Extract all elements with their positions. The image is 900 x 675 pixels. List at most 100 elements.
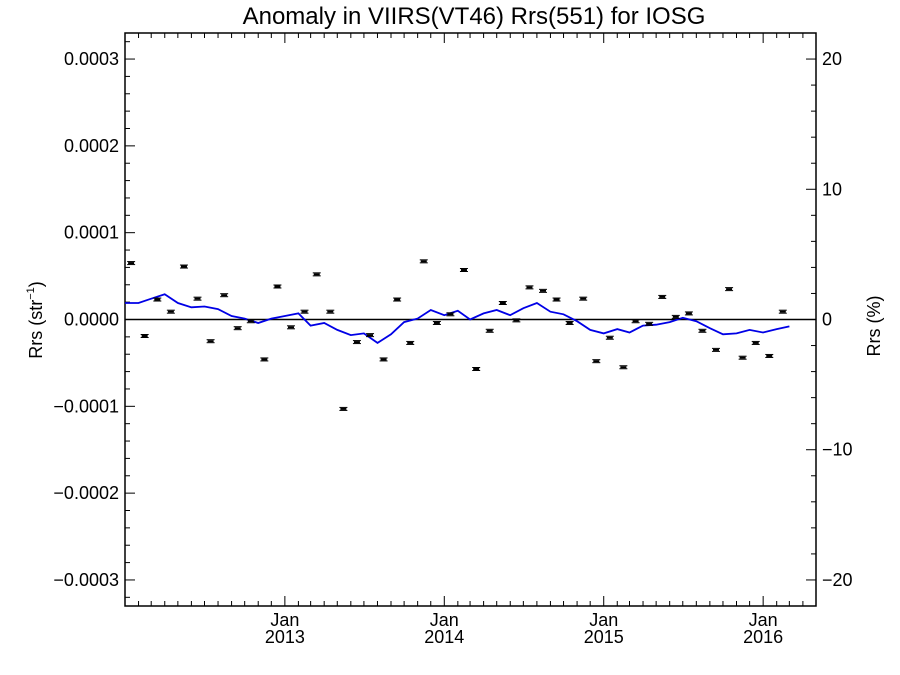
data-point-marker xyxy=(659,295,666,298)
data-point-marker xyxy=(632,320,639,323)
anomaly-data-point xyxy=(153,297,162,302)
anomaly-data-point xyxy=(605,335,614,340)
data-point-marker xyxy=(313,273,320,276)
anomaly-data-point xyxy=(459,268,468,273)
anomaly-data-point xyxy=(393,297,402,302)
data-point-marker xyxy=(699,329,706,332)
data-point-marker xyxy=(580,297,587,300)
right-y-tick-label: −20 xyxy=(822,570,853,590)
anomaly-data-point xyxy=(179,264,188,269)
anomaly-data-point xyxy=(552,297,561,302)
right-y-tick-label: 0 xyxy=(822,310,832,330)
anomaly-data-point xyxy=(379,357,388,362)
data-point-marker xyxy=(766,354,773,357)
anomaly-data-point xyxy=(645,321,654,326)
data-point-marker xyxy=(287,326,294,329)
anomaly-data-point xyxy=(512,318,521,323)
anomaly-data-point xyxy=(220,293,229,298)
data-point-marker xyxy=(407,341,414,344)
right-y-axis: 20 10 0 −10 −20 xyxy=(806,32,853,607)
data-point-marker xyxy=(726,288,733,291)
left-y-tick-label: −0.0002 xyxy=(53,483,119,503)
anomaly-data-point xyxy=(312,272,321,277)
left-y-tick-label: 0.0000 xyxy=(64,310,119,330)
data-point-marker xyxy=(779,310,786,313)
right-y-tick-label: −10 xyxy=(822,440,853,460)
anomaly-data-point xyxy=(246,319,255,324)
data-point-marker xyxy=(207,340,214,343)
data-point-marker xyxy=(473,367,480,370)
anomaly-data-point xyxy=(140,333,149,338)
data-point-marker xyxy=(340,407,347,410)
data-point-marker xyxy=(526,286,533,289)
anomaly-data-point xyxy=(658,294,667,299)
anomaly-trend-line xyxy=(125,293,790,344)
anomaly-data-point xyxy=(446,312,455,317)
anomaly-data-point xyxy=(286,325,295,330)
data-point-marker xyxy=(593,360,600,363)
data-point-marker xyxy=(380,358,387,361)
left-y-tick-label: 0.0002 xyxy=(64,136,119,156)
data-point-marker xyxy=(672,315,679,318)
anomaly-data-point xyxy=(366,333,375,338)
x-tick-month-label: Jan xyxy=(589,610,618,630)
data-point-marker xyxy=(540,289,547,292)
anomaly-data-point xyxy=(206,339,215,344)
anomaly-data-point xyxy=(525,285,534,290)
anomaly-data-point xyxy=(233,326,242,331)
left-y-tick-label: −0.0003 xyxy=(53,570,119,590)
monthly-anomaly-points-series xyxy=(127,259,787,411)
anomaly-data-point xyxy=(684,311,693,316)
data-point-marker xyxy=(752,341,759,344)
right-y-tick-label: 10 xyxy=(822,179,842,199)
data-point-marker xyxy=(167,310,174,313)
data-point-marker xyxy=(247,320,254,323)
left-y-tick-label: −0.0001 xyxy=(53,396,119,416)
data-point-marker xyxy=(712,348,719,351)
anomaly-data-point xyxy=(485,328,494,333)
chart-title: Anomaly in VIIRS(VT46) Rrs(551) for IOSG xyxy=(243,3,706,30)
data-point-marker xyxy=(433,321,440,324)
anomaly-data-point xyxy=(498,301,507,306)
x-tick-year-label: 2014 xyxy=(424,627,464,647)
data-point-marker xyxy=(221,294,228,297)
x-tick-month-label: Jan xyxy=(270,610,299,630)
blue-anomaly-line-series xyxy=(125,293,790,344)
right-y-tick-label: 20 xyxy=(822,49,842,69)
anomaly-data-point xyxy=(300,309,309,314)
data-point-marker xyxy=(274,285,281,288)
anomaly-data-point xyxy=(166,309,175,314)
data-point-marker xyxy=(367,334,374,337)
anomaly-data-point xyxy=(592,359,601,364)
anomaly-data-point xyxy=(352,340,361,345)
x-tick-year-label: 2015 xyxy=(584,627,624,647)
data-point-marker xyxy=(394,298,401,301)
data-point-marker xyxy=(499,302,506,305)
anomaly-data-point xyxy=(419,259,428,264)
anomaly-data-point xyxy=(432,320,441,325)
anomaly-data-point xyxy=(725,287,734,292)
data-point-marker xyxy=(194,297,201,300)
anomaly-data-point xyxy=(193,296,202,301)
data-point-marker xyxy=(261,358,268,361)
data-point-marker xyxy=(141,334,148,337)
x-tick-year-label: 2016 xyxy=(743,627,783,647)
anomaly-data-point xyxy=(619,365,628,370)
data-point-marker xyxy=(513,319,520,322)
anomaly-data-point xyxy=(631,319,640,324)
data-point-marker xyxy=(486,329,493,332)
anomaly-data-point xyxy=(273,284,282,289)
anomaly-data-point xyxy=(671,314,680,319)
left-y-tick-label: 0.0003 xyxy=(64,49,119,69)
data-point-marker xyxy=(154,298,161,301)
anomaly-data-point xyxy=(751,340,760,345)
anomaly-data-point xyxy=(565,320,574,325)
anomaly-data-point xyxy=(539,288,548,293)
anomaly-data-point xyxy=(579,296,588,301)
anomaly-data-point xyxy=(339,406,348,411)
data-point-marker xyxy=(739,356,746,359)
data-point-marker xyxy=(128,262,135,265)
anomaly-data-point xyxy=(711,347,720,352)
data-point-marker xyxy=(620,366,627,369)
